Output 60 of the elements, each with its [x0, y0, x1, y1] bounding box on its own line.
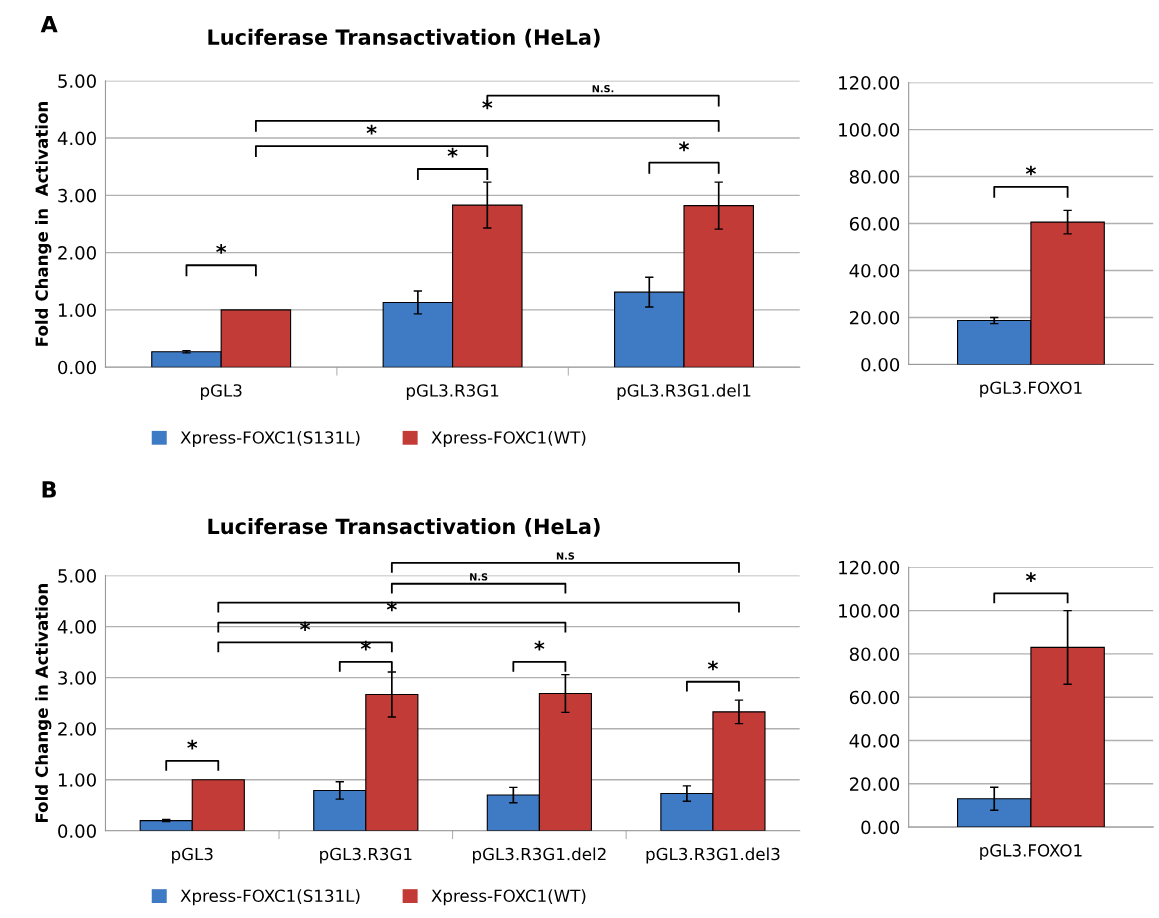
- x-tick-label: pGL3.R3G1.del2: [473, 847, 606, 864]
- annotation: *: [534, 640, 545, 651]
- y-tick-label: 40.00: [849, 263, 900, 278]
- chart-title: Luciferase Transactivation (HeLa): [208, 518, 600, 537]
- y-tick-label: 5.00: [58, 569, 96, 583]
- legend-label: Xpress-FOXC1(S131L): [180, 430, 360, 448]
- y-axis-title: Fold Change in Activation: [35, 584, 52, 823]
- y-tick-label: 100.00: [839, 123, 900, 137]
- y-tick-label: 0.00: [861, 820, 900, 835]
- x-tick-label: pGL3.R3G1: [320, 847, 412, 864]
- x-tick-label: pGL3.R3G1.del3: [646, 847, 780, 864]
- x-tick-label: pGL3.R3G1.del1: [617, 383, 751, 400]
- x-tick-label: pGL3.R3G1: [406, 384, 499, 400]
- y-tick-label: 2.00: [58, 722, 96, 736]
- annotation: *: [360, 640, 371, 651]
- y-tick-label: 0.00: [58, 360, 96, 375]
- annotation: *: [187, 739, 198, 750]
- annotation: *: [447, 147, 458, 158]
- y-tick-label: 80.00: [849, 647, 900, 662]
- y-tick-label: 60.00: [849, 216, 900, 231]
- y-tick-label: 4.00: [57, 620, 96, 634]
- legend-label: Xpress-FOXC1(WT): [431, 430, 586, 448]
- annotation: *: [678, 141, 690, 152]
- annotation: N.S: [470, 573, 488, 581]
- y-tick-label: 120.00: [839, 76, 900, 90]
- x-tick-label: pGL3: [172, 847, 213, 864]
- chart-title: Luciferase Transactivation (HeLa): [208, 28, 600, 48]
- y-tick-label: 0.00: [58, 824, 96, 838]
- annotation: *: [386, 601, 397, 612]
- y-tick-label: 5.00: [58, 74, 96, 88]
- annotation: *: [300, 621, 311, 632]
- y-tick-label: 1.00: [58, 303, 96, 318]
- y-tick-label: 20.00: [849, 777, 900, 791]
- annotation: *: [366, 124, 377, 135]
- y-tick-label: 3.00: [58, 671, 96, 685]
- legend-label: Xpress-FOXC1(S131L): [180, 889, 360, 906]
- legend-label: Xpress-FOXC1(WT): [431, 889, 586, 906]
- text: N.S: [556, 552, 575, 560]
- x-tick-label: pGL3.FOXO1: [980, 381, 1082, 398]
- annotation: *: [216, 244, 227, 254]
- y-tick-label: 3.00: [58, 188, 96, 203]
- annotation: *: [1025, 572, 1036, 582]
- y-axis-title: Fold Change in Activation: [35, 101, 52, 346]
- y-tick-label: 120.00: [839, 560, 900, 575]
- y-tick-label: 2.00: [58, 246, 96, 260]
- y-tick-label: 80.00: [849, 170, 900, 184]
- annotation: *: [1025, 165, 1036, 176]
- annotation: *: [707, 660, 718, 671]
- x-tick-label: pGL3.FOXO1: [980, 844, 1082, 860]
- text: A: [40, 15, 58, 33]
- y-tick-label: 20.00: [849, 310, 900, 325]
- y-tick-label: 4.00: [57, 131, 96, 146]
- x-tick-label: pGL3: [201, 384, 242, 400]
- y-tick-label: 40.00: [849, 733, 900, 748]
- y-tick-label: 1.00: [58, 773, 96, 787]
- y-tick-label: 0.00: [861, 357, 900, 372]
- text: B: [42, 481, 56, 498]
- y-tick-label: 100.00: [839, 604, 900, 618]
- y-tick-label: 60.00: [849, 690, 900, 705]
- annotation: N.S.: [592, 85, 614, 93]
